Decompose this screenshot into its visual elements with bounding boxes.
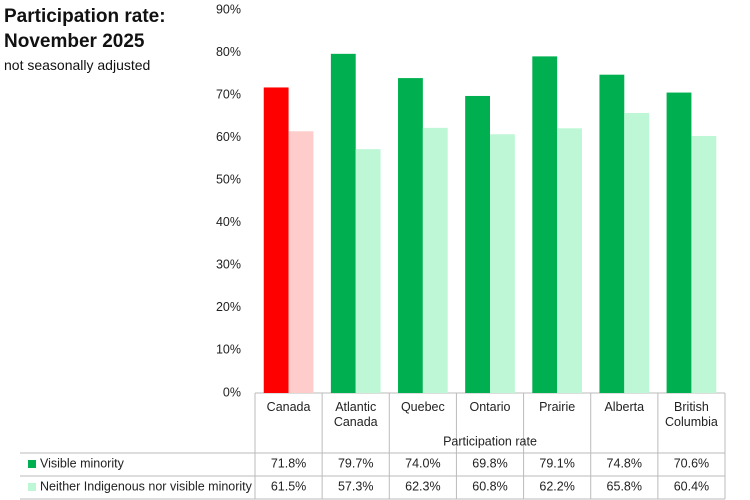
table-value: 57.3% bbox=[338, 479, 373, 493]
table-value: 62.2% bbox=[539, 479, 574, 493]
legend-swatch bbox=[28, 460, 36, 468]
table-value: 61.5% bbox=[271, 479, 306, 493]
x-tick-label: Quebec bbox=[400, 400, 445, 414]
x-tick-label: Prairie bbox=[539, 400, 576, 414]
bar bbox=[330, 53, 356, 394]
table-value: 60.8% bbox=[472, 479, 507, 493]
y-tick-label: 70% bbox=[216, 87, 241, 101]
chart-title: Participation rate: November 2025 bbox=[4, 6, 166, 52]
bar bbox=[532, 56, 558, 393]
bar bbox=[422, 127, 448, 393]
x-tick-label: Ontario bbox=[469, 400, 511, 414]
y-tick-label: 40% bbox=[216, 215, 241, 229]
table-value: 70.6% bbox=[674, 456, 709, 470]
bar bbox=[599, 74, 625, 393]
table-value: 65.8% bbox=[607, 479, 642, 493]
bar bbox=[288, 131, 314, 394]
bar bbox=[355, 149, 381, 393]
table-value: 74.8% bbox=[607, 456, 642, 470]
legend-label: Neither Indigenous nor visible minority bbox=[40, 479, 253, 493]
table-value: 79.1% bbox=[539, 456, 574, 470]
x-tick-label: Atlantic Canada bbox=[333, 400, 378, 429]
y-tick-label: 80% bbox=[216, 45, 241, 59]
table-value: 71.8% bbox=[271, 456, 306, 470]
y-tick-label: 10% bbox=[216, 343, 241, 357]
table-value: 74.0% bbox=[405, 456, 440, 470]
y-tick-label: 50% bbox=[216, 173, 241, 187]
bar bbox=[398, 78, 423, 393]
y-tick-label: 90% bbox=[216, 2, 241, 16]
y-tick-label: 30% bbox=[216, 258, 241, 272]
chart-subtitle: not seasonally adjusted bbox=[4, 57, 151, 73]
legend-label: Visible minority bbox=[40, 456, 125, 470]
y-tick-label: 0% bbox=[223, 385, 241, 399]
x-tick-label: Alberta bbox=[604, 400, 645, 414]
table-value: 69.8% bbox=[472, 456, 507, 470]
table-value: 79.7% bbox=[338, 456, 373, 470]
y-tick-label: 20% bbox=[216, 300, 241, 314]
x-axis-label: Participation rate bbox=[443, 434, 537, 448]
bar bbox=[666, 92, 692, 394]
bar bbox=[624, 112, 650, 394]
y-tick-label: 60% bbox=[216, 130, 241, 144]
x-tick-label: British Columbia bbox=[665, 400, 718, 429]
table-value: 62.3% bbox=[405, 479, 440, 493]
x-tick-label: Canada bbox=[266, 400, 311, 414]
bar bbox=[465, 95, 490, 393]
table-value: 60.4% bbox=[674, 479, 709, 493]
bar bbox=[490, 134, 515, 394]
bar bbox=[691, 135, 717, 393]
legend-swatch bbox=[28, 483, 36, 491]
bar bbox=[557, 128, 582, 393]
bar bbox=[263, 87, 289, 393]
